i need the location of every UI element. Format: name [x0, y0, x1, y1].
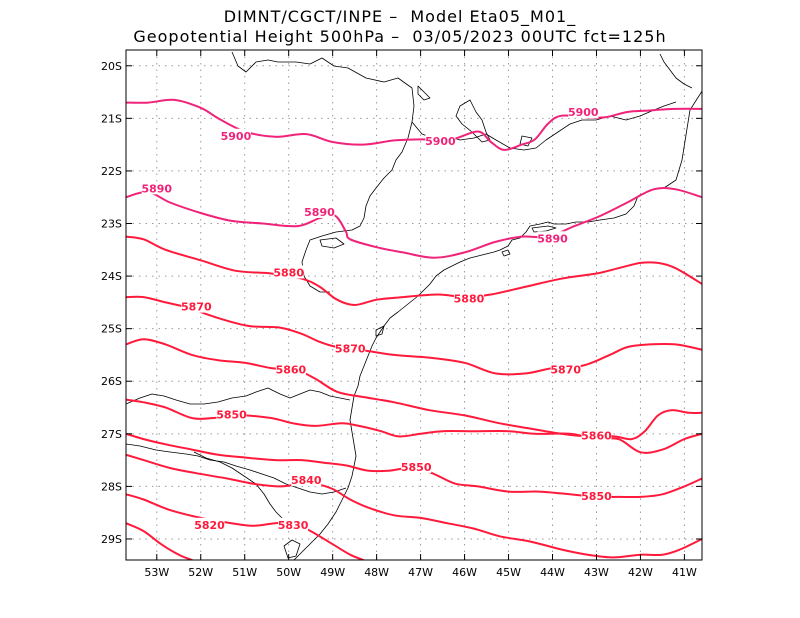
lon-tick-label: 46W — [452, 566, 477, 579]
contour-label: 5850 — [581, 490, 612, 503]
lon-tick-label: 45W — [496, 566, 521, 579]
lat-tick-label: 22S — [101, 165, 122, 178]
lat-tick-label: 25S — [101, 323, 122, 336]
contour-label: 5840 — [291, 474, 322, 487]
contour-label-bg — [581, 488, 612, 502]
contour-label-bg — [181, 299, 212, 313]
contour-label: 5900 — [425, 135, 456, 148]
contour-label: 5860 — [581, 429, 612, 442]
contour-line-5850 — [126, 398, 702, 454]
lat-tick-label: 27S — [101, 428, 122, 441]
contour-line-5820 — [126, 522, 193, 560]
contour-label: 5870 — [335, 343, 366, 356]
contour-label-bg — [291, 473, 322, 487]
contour-label: 5830 — [278, 519, 309, 532]
lon-tick-label: 41W — [672, 566, 697, 579]
border-parana-santa-catarina — [126, 387, 351, 405]
lon-tick-label: 51W — [232, 566, 257, 579]
contour-label-bg — [425, 134, 456, 148]
lat-tick-label: 24S — [101, 270, 122, 283]
contour-label-bg — [216, 407, 247, 421]
contour-label-bg — [278, 517, 309, 531]
contour-line-5890 — [126, 186, 702, 259]
coastline-sao-sebastiao — [501, 249, 511, 257]
contour-label-bg — [220, 128, 251, 142]
latitude-axis: 20S 21S 22S 23S 24S 25S 26S 27S 28S 29S — [101, 60, 702, 546]
map-title-line-1: DIMNT/CGCT/INPE – Model Eta05_M01_ — [223, 7, 577, 26]
contour-label: 5890 — [141, 182, 172, 195]
contour-label-bg — [304, 204, 335, 218]
contour-label: 5880 — [273, 266, 304, 279]
contour-label: 5890 — [304, 206, 335, 219]
border-uruguay-river — [193, 451, 291, 525]
lon-tick-label: 52W — [188, 566, 213, 579]
contour-line-5860 — [126, 338, 702, 441]
lat-tick-label: 23S — [101, 218, 122, 231]
contour-labels: 5900 5900 5900 5890 5890 5890 5880 5880 5870 5870… — [141, 105, 612, 532]
contour-label: 5860 — [276, 364, 307, 377]
contour-label-bg — [273, 265, 304, 279]
reservoir-capivara — [319, 237, 345, 249]
graticule — [126, 50, 702, 560]
contour-label: 5820 — [194, 519, 225, 532]
contour-label: 5890 — [537, 232, 568, 245]
lon-tick-label: 53W — [144, 566, 169, 579]
contour-line-5840 — [126, 453, 702, 559]
contour-lines — [126, 98, 702, 560]
longitude-axis: 53W 52W 51W 50W 49W 48W 47W 46W 45W 44W 43W 42W 41W — [144, 50, 697, 579]
contour-line-5880 — [126, 235, 702, 306]
contour-label: 5880 — [454, 293, 485, 306]
contour-label-bg — [550, 362, 581, 376]
contour-label-bg — [275, 362, 306, 376]
lat-tick-label: 20S — [101, 60, 122, 73]
reservoir-ilha-solteira — [417, 85, 431, 101]
coastline-paranagua — [375, 325, 385, 337]
contour-label-bg — [537, 231, 568, 245]
lon-tick-label: 43W — [584, 566, 609, 579]
border-goias — [659, 53, 693, 89]
lon-tick-label: 47W — [408, 566, 433, 579]
lon-tick-label: 42W — [628, 566, 653, 579]
lon-tick-label: 50W — [276, 566, 301, 579]
contour-line-5830 — [126, 493, 365, 560]
coastline-ilha-grande — [531, 225, 557, 233]
contour-label: 5850 — [216, 408, 247, 421]
contour-label-bg — [335, 341, 366, 355]
contour-line-5870 — [126, 295, 702, 376]
contour-label-bg — [141, 181, 172, 195]
lon-tick-label: 48W — [364, 566, 389, 579]
contour-label-bg — [401, 459, 432, 473]
contour-label-bg — [581, 428, 612, 442]
coastline — [293, 90, 702, 560]
contour-label-bg — [568, 105, 599, 119]
reservoir-tres-marias — [455, 99, 491, 143]
contour-label: 5850 — [401, 461, 432, 474]
map-title-line-2: Geopotential Height 500hPa – 03/05/2023 … — [133, 27, 667, 46]
contour-label: 5900 — [221, 130, 252, 143]
border-santa-catarina-rio-grande — [126, 443, 347, 495]
lat-tick-label: 28S — [101, 480, 122, 493]
lon-tick-label: 44W — [540, 566, 565, 579]
coastline-and-borders — [126, 51, 702, 560]
contour-label: 5870 — [181, 301, 212, 314]
contour-label-bg — [453, 291, 484, 305]
lon-tick-label: 49W — [320, 566, 345, 579]
reservoir-furnas — [519, 135, 533, 147]
contour-line-5900 — [126, 98, 702, 151]
map-frame — [125, 49, 703, 561]
lat-tick-label: 21S — [101, 112, 122, 125]
lagoa-dos-patos — [283, 539, 301, 559]
contour-label: 5900 — [568, 106, 599, 119]
lat-tick-label: 26S — [101, 375, 122, 388]
contour-label: 5870 — [550, 364, 581, 377]
contour-label-bg — [194, 517, 225, 531]
lat-tick-label: 29S — [101, 533, 122, 546]
